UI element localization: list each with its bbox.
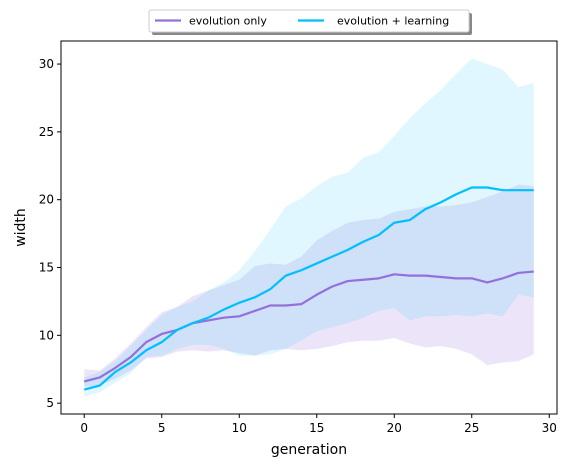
- legend-label-evolution-learning: evolution + learning: [337, 15, 449, 28]
- band-evolution-learning: [84, 58, 534, 397]
- y-tick-label: 15: [39, 261, 54, 275]
- x-axis-label: generation: [271, 442, 347, 458]
- x-tick-label: 5: [158, 421, 166, 435]
- plot-frame: [60, 40, 558, 415]
- y-tick-label: 5: [46, 396, 54, 410]
- y-axis-label: width: [13, 208, 29, 247]
- y-tick-label: 10: [39, 328, 54, 342]
- line-evolution-only: [83, 270, 534, 383]
- x-tick-label: 0: [80, 421, 88, 435]
- y-tick-label: 30: [39, 57, 54, 71]
- line-evolution-learning: [83, 186, 534, 391]
- y-tick-label: 25: [39, 125, 54, 139]
- x-tick-label: 30: [542, 421, 557, 435]
- y-axis-ticks: 5 10 15 20 25 30: [39, 57, 61, 410]
- x-tick-label: 10: [232, 421, 247, 435]
- confidence-bands: [84, 58, 534, 397]
- x-tick-label: 25: [464, 421, 479, 435]
- x-axis-ticks: 0 5 10 15 20 25 30: [80, 414, 557, 435]
- y-tick-label: 20: [39, 193, 54, 207]
- series-lines: [83, 186, 534, 391]
- x-tick-label: 20: [387, 421, 402, 435]
- band-evolution-only: [84, 184, 534, 387]
- legend: evolution only evolution + learning: [148, 9, 472, 35]
- x-tick-label: 15: [309, 421, 324, 435]
- legend-label-evolution-only: evolution only: [189, 15, 267, 28]
